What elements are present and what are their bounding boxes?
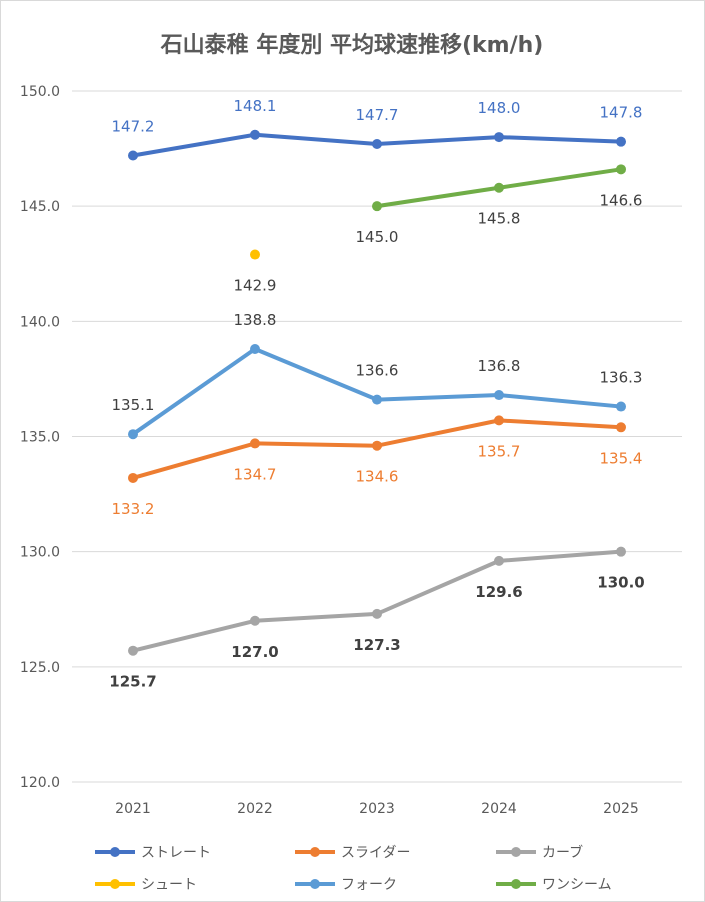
data-label: 127.0 (231, 643, 278, 661)
data-point (494, 415, 504, 426)
data-point (616, 164, 626, 175)
x-tick-label: 2024 (481, 801, 517, 817)
x-tick-label: 2023 (359, 801, 395, 817)
legend-item: ワンシーム (496, 877, 612, 893)
x-tick-label: 2021 (115, 801, 151, 817)
data-label: 134.6 (356, 468, 399, 486)
chart-title: 石山泰稚 年度別 平均球速推移(km/h) (160, 32, 544, 58)
data-point (250, 249, 260, 260)
data-label: 138.8 (234, 311, 277, 329)
legend-swatch-marker (511, 847, 521, 857)
data-point (128, 645, 138, 656)
series-lines (128, 129, 626, 656)
data-point (250, 615, 260, 626)
legend-item: フォーク (295, 877, 397, 893)
legend-label: ワンシーム (542, 877, 612, 893)
y-tick-label: 130.0 (20, 545, 60, 561)
data-point (616, 546, 626, 557)
data-point (250, 129, 260, 140)
legend-label: カーブ (542, 844, 583, 861)
legend-swatch-marker (110, 879, 120, 889)
data-point (372, 201, 382, 212)
legend-label: ストレート (141, 845, 211, 861)
data-point (250, 343, 260, 354)
data-label: 146.6 (600, 191, 643, 209)
data-label: 129.6 (475, 583, 522, 601)
data-point (494, 390, 504, 401)
data-labels: 147.2 148.1 147.7 148.0 147.8 133.2 134.7 134.6… (109, 97, 644, 691)
data-point (494, 132, 504, 143)
legend-item: スライダー (295, 845, 410, 861)
data-point (616, 401, 626, 412)
legend-swatch-marker (310, 879, 320, 889)
legend-label: フォーク (341, 877, 397, 893)
legend-label: スライダー (341, 845, 410, 861)
data-label: 133.2 (112, 500, 155, 518)
data-point (494, 555, 504, 566)
x-tick-label: 2022 (237, 801, 273, 817)
data-point (616, 422, 626, 433)
data-label: 145.8 (478, 210, 521, 228)
data-label: 130.0 (597, 574, 644, 592)
legend-swatch-marker (110, 847, 120, 857)
data-label: 136.3 (600, 369, 643, 387)
gridlines (72, 90, 682, 783)
data-label: 134.7 (234, 465, 277, 483)
data-label: 145.0 (356, 228, 399, 246)
y-tick-label: 125.0 (20, 660, 60, 676)
legend-swatch-marker (310, 847, 320, 857)
data-point (128, 472, 138, 483)
data-point (128, 150, 138, 161)
data-point (494, 182, 504, 193)
data-point (372, 138, 382, 149)
y-tick-label: 135.0 (20, 430, 60, 446)
legend-label: シュート (141, 877, 197, 893)
y-tick-label: 150.0 (20, 84, 60, 100)
y-axis-ticks: 120.0 125.0 130.0 135.0 140.0 145.0 150.0 (20, 84, 60, 791)
data-label: 148.0 (478, 99, 521, 117)
data-label: 125.7 (109, 673, 156, 691)
data-point (372, 394, 382, 405)
y-tick-label: 145.0 (20, 199, 60, 215)
data-point (128, 429, 138, 440)
data-label: 135.7 (478, 442, 521, 460)
data-label: 135.4 (600, 449, 643, 467)
legend-swatch-marker (511, 879, 521, 889)
data-point (616, 136, 626, 147)
data-label: 147.2 (112, 117, 155, 135)
data-label: 136.6 (356, 362, 399, 380)
data-label: 142.9 (234, 277, 277, 295)
y-tick-label: 120.0 (20, 775, 60, 791)
y-tick-label: 140.0 (20, 314, 60, 330)
data-label: 147.8 (600, 104, 643, 122)
data-label: 136.8 (478, 357, 521, 375)
data-point (250, 438, 260, 449)
legend-item: カーブ (496, 844, 583, 861)
data-label: 127.3 (353, 636, 400, 654)
legend-item: ストレート (95, 845, 211, 861)
data-label: 148.1 (234, 97, 277, 115)
legend-item: シュート (95, 877, 197, 893)
data-point (372, 440, 382, 451)
x-axis-ticks: 2021 2022 2023 2024 2025 (115, 801, 639, 817)
x-tick-label: 2025 (603, 801, 639, 817)
data-label: 147.7 (356, 106, 399, 124)
data-point (372, 608, 382, 619)
data-label: 135.1 (112, 396, 155, 414)
